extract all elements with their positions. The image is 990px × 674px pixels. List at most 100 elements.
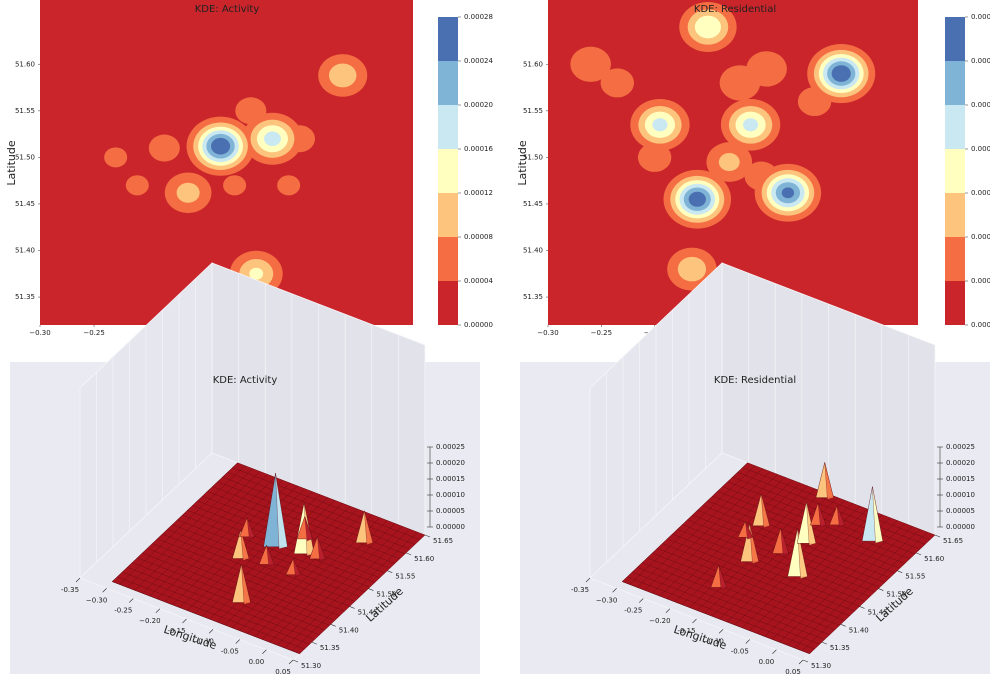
chart-title: KDE: Residential [714,375,796,386]
x-tick [745,639,750,644]
surface-peak-shade [824,462,834,500]
x-tick [612,588,617,593]
y-tick [330,624,336,627]
colorbar-tick-label: 0.00012 [464,189,493,197]
surface-mesh [177,519,365,593]
surface-mesh [794,529,921,649]
colorbar-band [438,149,458,193]
surface-mesh [152,543,340,616]
y-tick-label: 51.45 [523,200,543,208]
surface-mesh [644,471,771,591]
x-tick-label: -0.35 [571,586,589,594]
y-tick-label: 51.60 [523,60,543,68]
surface-mesh [157,480,283,600]
y-tick-label: 51.65 [433,537,453,545]
x-tick-label: -0.25 [114,607,132,615]
surface-mesh [269,523,396,643]
y-tick-label: 51.45 [868,608,888,616]
x-tick [718,629,724,634]
surface-peak-shade [718,564,727,590]
colorbar-tick-label: 0.00008 [464,233,493,241]
surface-mesh [779,523,906,643]
surface-mesh [622,581,810,654]
x-tick [182,618,187,624]
x-tick-label: −0.10 [702,637,723,645]
y-axis-label: Latitude [516,140,529,186]
y-tick [897,570,903,573]
surface-mesh [112,462,238,582]
surface-peak-shade [304,516,313,542]
chart-title: KDE: Activity [213,375,278,386]
y-tick-label: 51.35 [15,293,35,301]
x-tick [665,608,671,613]
contour-region [210,137,231,155]
surface-mesh [642,562,830,635]
x-tick-label: −0.25 [591,329,612,337]
y-tick [424,534,431,538]
colorbar-band [945,193,965,237]
surface-mesh [677,529,865,602]
plot-area [40,0,413,325]
surface-mesh [659,477,786,597]
colorbar-band [438,193,458,237]
surface-mesh [202,495,390,569]
y-tick-label: 51.40 [849,626,869,634]
colorbar-tick-label: 0.00016 [464,145,493,153]
surface-mesh [119,465,246,585]
surface-peak-shade [761,493,770,529]
surface-mesh [697,491,823,611]
surface-mesh [127,567,315,640]
surface-mesh [662,543,850,616]
colorbar-tick-label: 0.00024 [464,57,493,65]
surface-mesh [134,471,261,591]
y-tick [802,659,809,663]
surface-mesh [667,480,793,600]
surface-mesh [657,548,845,621]
x-tick [155,608,161,613]
surface-mesh [182,514,370,588]
surface-mesh [682,524,870,597]
surface-mesh [291,531,418,651]
y-tick [349,606,355,609]
x-tick-label: −0.25 [83,329,104,337]
y-tick [387,570,393,573]
contour-region [719,65,761,101]
colorbar-band [438,17,458,61]
colorbar-band [945,281,965,325]
colorbar-band [438,105,458,149]
contour-region [831,65,851,82]
contour-region [677,256,707,282]
y-tick-label: 51.40 [523,247,543,255]
colorbar-band [945,61,965,105]
surface-mesh [786,526,913,646]
surface-mesh [749,511,876,631]
y-tick-label: 51.50 [886,591,906,599]
y-tick [292,659,299,663]
y-tick-label: 51.50 [15,153,35,161]
x-tick-label: −0.30 [86,596,107,604]
contour-region [637,142,672,172]
surface-mesh [667,538,855,612]
surface-mesh [122,571,310,645]
x-tick-label: 0.05 [785,668,801,674]
y-tick-label: 51.65 [943,537,963,545]
contour-region [797,86,832,117]
contour-region [328,63,357,88]
z-tick-label: 0.00020 [946,459,975,467]
surface-peak-shade [745,521,753,540]
x-tick [75,577,81,583]
colorbar-tick-label: 0.000075 [971,189,990,197]
y-tick-label: 51.55 [523,107,543,115]
surface-peak-shade [364,510,374,546]
colorbar-tick-label: 0.00028 [464,13,493,21]
z-tick-label: 0.00010 [436,491,465,499]
x-tick-label: -0.05 [731,648,749,656]
colorbar-tick-label: 0.000175 [971,13,990,21]
x-tick [262,649,267,654]
x-tick-label: −0.20 [139,617,160,625]
surface-mesh [756,514,883,634]
